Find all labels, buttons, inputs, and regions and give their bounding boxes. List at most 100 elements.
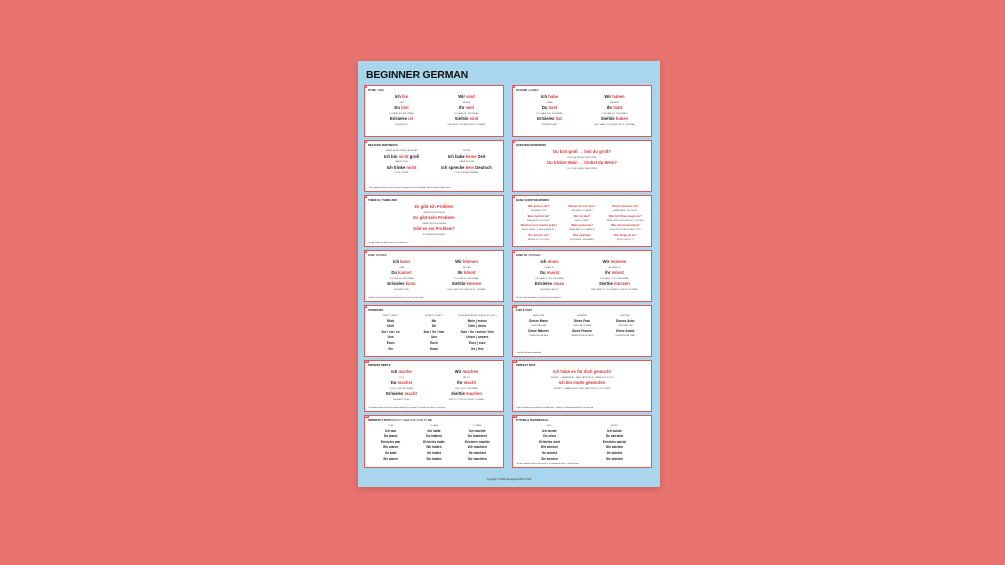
translation: THESE/THOSE WOMEN bbox=[570, 335, 594, 338]
card-heading: PERFECT PAST bbox=[516, 364, 536, 367]
phrase: Diese Frau bbox=[573, 318, 591, 323]
translation: YOU DO (SG. INFORMAL) bbox=[389, 387, 414, 390]
phrase: Er/sie/es machte bbox=[464, 439, 490, 444]
card-c4: 4 QUESTION SENTENCES Du bist groß → bist d… bbox=[512, 140, 652, 192]
card-body: Ich muss I HAVE TO Du musst YOU HAVE TO (SG… bbox=[517, 259, 647, 297]
translation: WHAT ARE YOU DOING? bbox=[526, 219, 551, 222]
translation: THERE IS A PROBLEM bbox=[423, 211, 445, 214]
translation: THERE ISN'T A PROBLEM bbox=[421, 222, 447, 225]
column-header: TO MAKE bbox=[472, 425, 482, 427]
column-header: DIRECT OBJECT bbox=[382, 315, 399, 317]
card-body: Ich habe I HAVE Du hast YOU HAVE (SG. INFOR… bbox=[517, 94, 647, 132]
translation: YOU CAN (SG. INFORMAL) bbox=[388, 277, 415, 280]
phrase: Euer | eure bbox=[469, 340, 486, 345]
phrase: Ihr seid bbox=[459, 104, 474, 110]
card-heading: TO HAVE | HABEN bbox=[516, 89, 539, 92]
sheet-title: BEGINNER GERMAN bbox=[366, 69, 469, 81]
phrase: Sie werden bbox=[541, 456, 558, 461]
phrase: Er/sie/es kann bbox=[387, 280, 416, 286]
phrase: Sie würden bbox=[605, 456, 623, 461]
phrase: Ich hatte bbox=[427, 428, 441, 433]
card-number: 10 bbox=[513, 305, 517, 308]
translation: HOW LONG IS IT? bbox=[616, 238, 634, 241]
card-heading: THERE IS / THERE ARE bbox=[368, 199, 398, 202]
column-header: FEMININE bbox=[577, 315, 587, 317]
translation: HE/SHE/IT HAS bbox=[542, 123, 557, 126]
translation: THIS/THAT MAN bbox=[531, 325, 547, 328]
translation: I AM bbox=[399, 101, 404, 104]
card-body: DIRECT OBJECT Mich Dich Ihn / sie / es Uns Eu… bbox=[369, 315, 499, 352]
phrase: Du kannst bbox=[391, 269, 412, 275]
phrase: Wir machten bbox=[467, 445, 487, 450]
card-number: 3 bbox=[365, 140, 368, 143]
card-note: *The position of nicht in the sentence c… bbox=[368, 187, 451, 189]
card-column: TO BE Ich war Du warst Er/sie/es war Wir war… bbox=[369, 425, 412, 463]
card-number: 12 bbox=[513, 360, 517, 363]
phrase: Ihr | ihre bbox=[471, 346, 484, 351]
phrase: Er/sie/es hat bbox=[537, 115, 562, 121]
translation: THEY HAVE / YOU HAVE (SG./PL. FORMAL) bbox=[594, 123, 635, 126]
phrase: Sie/Sie machen bbox=[451, 390, 482, 396]
translation: WE DO bbox=[463, 376, 470, 379]
phrase: Du machst bbox=[390, 379, 413, 385]
translation: HE/SHE/IT IS bbox=[395, 123, 408, 126]
card-column: Ich bin I AM Du bist YOU ARE (SG. INFORMAL)… bbox=[369, 94, 434, 132]
phrase: Ich habe bbox=[541, 94, 558, 99]
card-c5: 5 THERE IS / THERE ARE Es gibt ein Problem… bbox=[364, 195, 504, 247]
translation: WHERE ARE YOU FROM? bbox=[613, 210, 638, 213]
card-column: VERBS, ADJECTIVES & ADVERBS Ich bin nicht… bbox=[369, 150, 434, 187]
phrase: Ihr würdet bbox=[606, 450, 623, 455]
card-column: WOULD Ich würde Du würdest Er/sie/es würde W… bbox=[582, 425, 647, 463]
phrase: Wann gehst du? bbox=[571, 223, 593, 228]
translation: SUBJECT + HABEN/SEIN + PAST PARTICIPLE |… bbox=[553, 387, 611, 390]
translation: SUBJECT + HABEN/SEIN + PAST PARTICIPLE |… bbox=[550, 376, 614, 379]
card-column: Ich kann I CAN Du kannst YOU CAN (SG. INFOR… bbox=[369, 259, 434, 297]
phrase: Sie hatten bbox=[426, 456, 442, 461]
phrase: Du hattest bbox=[426, 434, 442, 439]
column-header: INDIRECT OBJECT bbox=[425, 315, 443, 317]
card-c9: 9 PRONOUNS DIRECT OBJECT Mich Dich Ihn / sie … bbox=[364, 305, 504, 357]
phrase: Woher kommst du? bbox=[612, 204, 639, 208]
column-header: WOULD bbox=[610, 425, 619, 427]
phrase: Wir können bbox=[455, 259, 478, 264]
translation: YOU ARE (PL. INFORMAL) bbox=[454, 112, 479, 115]
phrase: Du bist bbox=[394, 104, 409, 110]
phrase: Du musst bbox=[539, 269, 560, 275]
translation: HE/SHE/IT DOES bbox=[393, 398, 410, 401]
phrase: Sein / ihr / sein/e / ihre bbox=[460, 329, 495, 334]
card-note: *use die all plurals generally bbox=[516, 352, 541, 354]
phrase: Warum bist du hier? bbox=[568, 204, 596, 208]
card-body: MASCULINE Dieser Mann THIS/THAT MAN Diese M… bbox=[517, 315, 647, 352]
card-column: Ich habe es für dich gemacht SUBJECT + HA… bbox=[517, 369, 647, 407]
translation: YOU HAVE (SG. INFORMAL) bbox=[536, 112, 563, 115]
card-heading: IMPERFECT PAST(MOSTLY USED JUST FOR TO B… bbox=[368, 419, 433, 422]
card-body: WILL Ich werde Du wirst Er/sie/es wird Wir w… bbox=[517, 425, 647, 463]
phrase: Ihr habt bbox=[606, 104, 623, 110]
card-column: Warum bist du hier? WHY ARE YOU HERE? Wer … bbox=[560, 205, 603, 242]
phrase: Ihn / sie / es bbox=[381, 329, 400, 334]
column-header: NOUNS bbox=[462, 150, 471, 152]
translation: IS THERE A PROBLEM? bbox=[422, 233, 446, 236]
card-note: *put the infinitive verb at the end e.g.… bbox=[516, 463, 579, 465]
phrase: Wir waren bbox=[383, 445, 399, 450]
phrase: Du warst bbox=[383, 434, 398, 439]
phrase: Diese Autos bbox=[616, 328, 635, 333]
phrase: Ich habe keine Zeit bbox=[447, 153, 486, 159]
phrase: Wir haben bbox=[604, 94, 625, 99]
phrase: Sie/Sie müssen bbox=[599, 280, 630, 286]
phrase: Ihr wart bbox=[384, 450, 397, 455]
card-heading: HAVE TO | MÜSSEN bbox=[516, 254, 541, 257]
phrase: Dir bbox=[431, 324, 437, 329]
phrase: Euch bbox=[430, 340, 438, 345]
phrase: Wo wohnst du? bbox=[528, 232, 550, 237]
card-note: *all regular verbs have these same endin… bbox=[368, 407, 446, 409]
phrase: Ich machte bbox=[468, 428, 486, 433]
phrase: Ich spreche kein Deutsch bbox=[441, 164, 492, 170]
translation: WE CAN bbox=[462, 266, 471, 269]
phrase: Mich bbox=[387, 318, 395, 323]
phrase: Ich muss bbox=[540, 259, 559, 264]
translation: WE HAVE TO bbox=[608, 266, 621, 269]
phrase: Wir sind bbox=[458, 94, 475, 99]
column-header: VERBS, ADJECTIVES & ADVERBS bbox=[385, 150, 418, 152]
card-c7: 7 CAN | KÖNNEN Ich kann I CAN Du kannst YOU C… bbox=[364, 250, 504, 302]
